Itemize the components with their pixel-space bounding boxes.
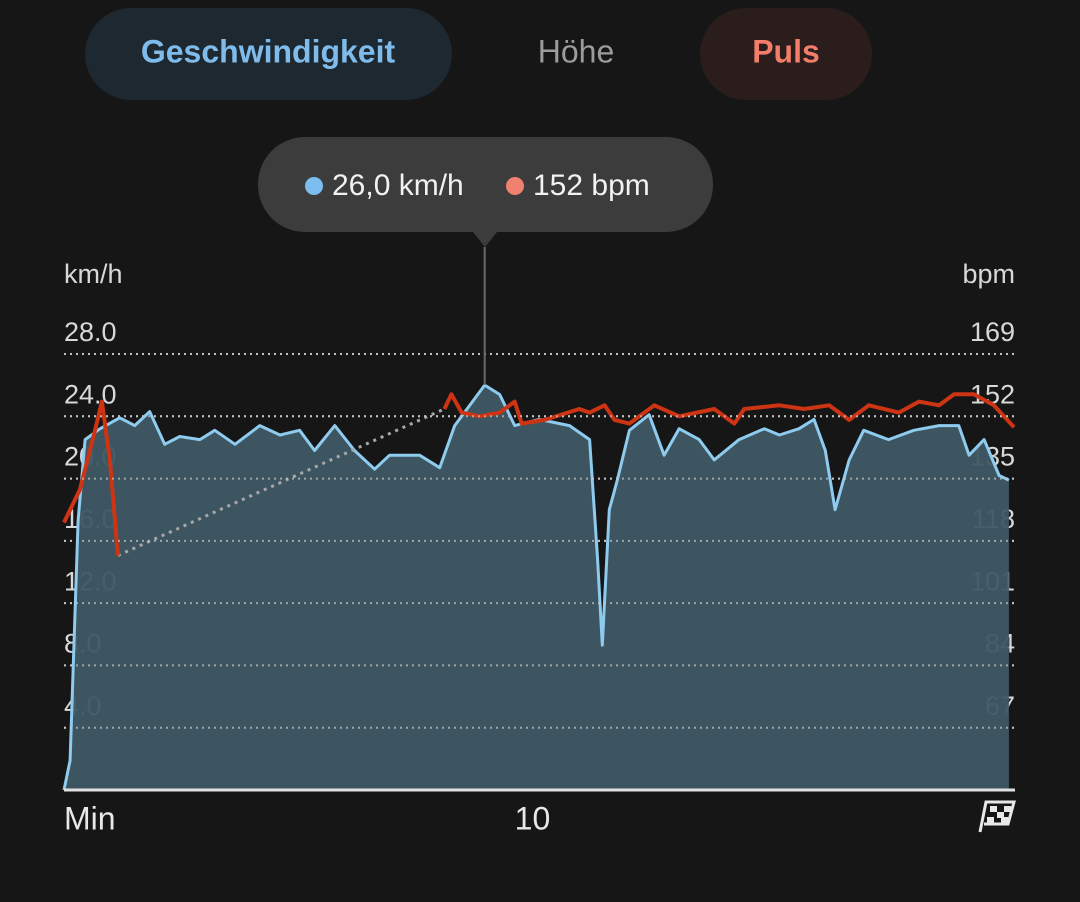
x-tick-label: Min xyxy=(64,800,116,836)
finish-flag xyxy=(978,800,1016,833)
tab-altitude[interactable]: Höhe xyxy=(538,33,615,69)
tooltip-dot xyxy=(305,177,323,195)
y-tick-label: 28.0 xyxy=(64,317,117,347)
tab-pulse[interactable]: Puls xyxy=(752,33,820,69)
tooltip-pointer xyxy=(473,232,497,247)
area xyxy=(64,385,1009,790)
line xyxy=(62,392,1016,556)
tooltip-pulse: 152 bpm xyxy=(533,169,650,202)
tab-pill[interactable] xyxy=(85,8,452,100)
tooltip-speed: 26,0 km/h xyxy=(332,169,464,202)
tab-pill[interactable] xyxy=(700,8,872,100)
plot: 4.08.012.016.020.024.028.067841011181351… xyxy=(62,247,1016,836)
y-axis-label: km/h xyxy=(64,259,123,289)
tooltip-dot xyxy=(506,177,524,195)
line xyxy=(62,383,1010,791)
y2-tick-label: 169 xyxy=(970,317,1015,347)
tooltip-box xyxy=(258,137,713,232)
gap-connector xyxy=(117,407,446,557)
y-tick-label: 24.0 xyxy=(64,379,117,409)
y2-axis-label: bpm xyxy=(962,259,1015,289)
tab-speed[interactable]: Geschwindigkeit xyxy=(141,33,396,69)
x-tick-label: 10 xyxy=(515,800,551,836)
